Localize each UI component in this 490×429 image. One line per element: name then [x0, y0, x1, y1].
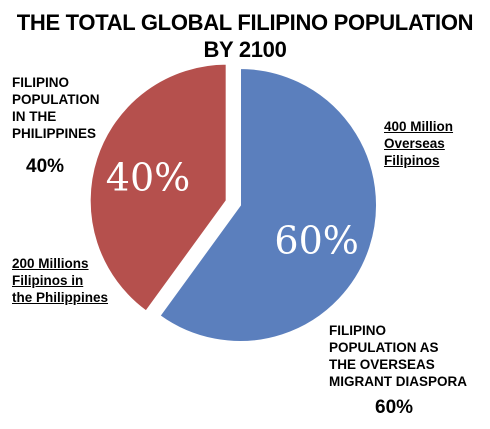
chart-title-line2: BY 2100 — [203, 37, 287, 62]
philippines-label-line: PHILIPPINES — [12, 126, 97, 141]
philippines-label-line: FILIPINO — [12, 75, 69, 90]
philippines-count-line: Filipinos in — [12, 273, 84, 288]
pie-slice — [158, 66, 378, 343]
philippines-label-line: POPULATION — [12, 92, 100, 107]
overseas-count-label: 400 Million Overseas Filipinos — [384, 118, 453, 169]
overseas-label-line: FILIPINO — [329, 323, 386, 338]
overseas-category-label: FILIPINO POPULATION AS THE OVERSEAS MIGR… — [329, 322, 467, 390]
overseas-percent-label: 60% — [375, 397, 414, 418]
chart-title-line1: THE TOTAL GLOBAL FILIPINO POPULATION — [16, 10, 474, 35]
pie-slice-data-label: 40% — [106, 155, 190, 199]
philippines-category-label: FILIPINO POPULATION IN THE PHILIPPINES — [12, 74, 100, 142]
philippines-percent-label: 40% — [26, 156, 65, 177]
overseas-count-line: 400 Million — [384, 119, 454, 134]
philippines-count-label: 200 Millions Filipinos in the Philippine… — [12, 255, 108, 306]
overseas-label-line: POPULATION AS — [329, 340, 439, 355]
philippines-count-line: 200 Millions — [12, 256, 89, 271]
overseas-count-line: Overseas — [384, 136, 445, 151]
overseas-label-line: THE OVERSEAS — [329, 357, 435, 372]
overseas-count-line: Filipinos — [384, 153, 440, 168]
overseas-label-line: MIGRANT DIASPORA — [329, 374, 467, 389]
philippines-label-line: IN THE — [12, 109, 57, 124]
pie-slice-data-label: 60% — [274, 218, 358, 262]
philippines-count-line: the Philippines — [12, 290, 109, 305]
pie-slice — [88, 62, 228, 313]
